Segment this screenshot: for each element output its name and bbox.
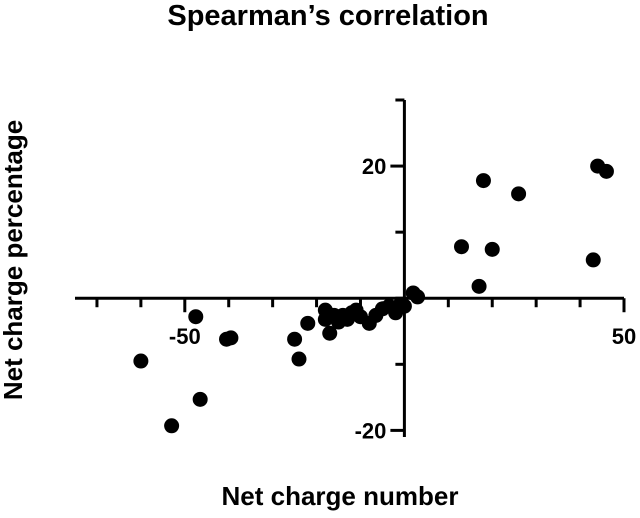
axis-ticks	[95, 98, 626, 432]
data-point	[475, 173, 491, 189]
chart-title: Spearman’s correlation	[167, 0, 488, 32]
data-point	[287, 331, 303, 347]
data-point	[511, 186, 527, 202]
data-point	[598, 163, 614, 179]
data-point	[291, 351, 307, 367]
data-points	[133, 158, 614, 434]
data-point	[322, 325, 338, 341]
data-point	[192, 391, 208, 407]
x-tick-label: -50	[169, 324, 201, 349]
data-point	[453, 239, 469, 255]
data-point	[300, 315, 316, 331]
data-point	[223, 330, 239, 346]
data-point	[484, 241, 500, 257]
data-point	[188, 309, 204, 325]
y-tick-label: -20	[355, 418, 387, 443]
data-point	[585, 252, 601, 268]
axes	[75, 100, 624, 437]
data-point	[471, 278, 487, 294]
y-tick-label: 20	[362, 154, 386, 179]
data-point	[133, 353, 149, 369]
data-point	[410, 289, 426, 305]
y-axis-label: Net charge percentage	[0, 120, 28, 400]
data-point	[164, 418, 180, 434]
axis-tick-labels: -50 50 20 -20	[169, 154, 636, 443]
x-tick-label: 50	[612, 324, 636, 349]
data-point	[396, 298, 412, 314]
x-axis-label: Net charge number	[222, 481, 459, 511]
